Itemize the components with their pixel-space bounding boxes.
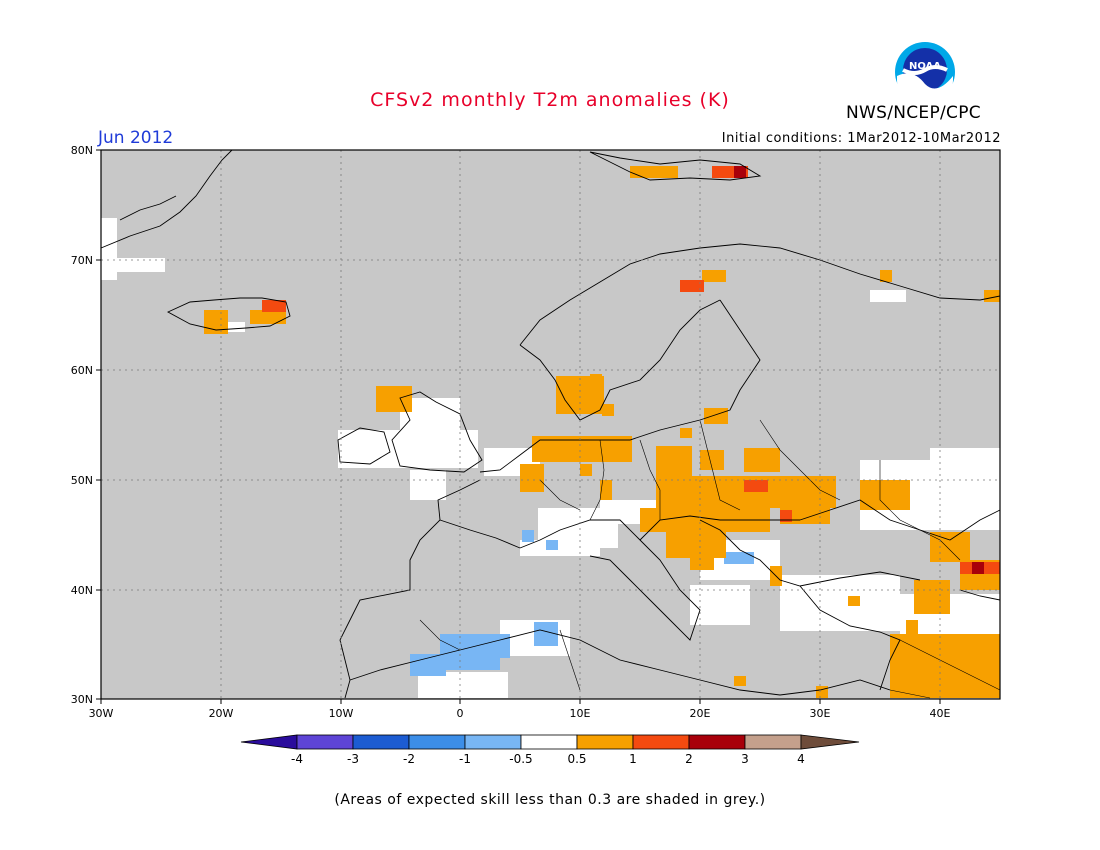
svg-text:NOAA: NOAA — [909, 61, 941, 72]
colorbar-label: -4 — [291, 752, 303, 766]
colorbar-label: 0.5 — [567, 752, 586, 766]
colorbar-segment-9 — [744, 734, 802, 750]
tick-marks — [96, 149, 941, 704]
lon-label-20e: 20E — [690, 707, 711, 720]
skill-footnote: (Areas of expected skill less than 0.3 a… — [334, 792, 766, 808]
colorbar-segment-lt-4 — [240, 734, 298, 750]
agency-label: NWS/NCEP/CPC — [846, 103, 981, 123]
gridlines — [101, 150, 1000, 699]
colorbar-segment-8 — [688, 734, 746, 750]
colorbar-label: -3 — [347, 752, 359, 766]
colorbar-label: -0.5 — [509, 752, 532, 766]
noaa-logo-icon: NOAA — [895, 42, 955, 104]
lat-label-70n: 70N — [71, 254, 93, 267]
lon-label-10w: 10W — [329, 707, 354, 720]
colorbar — [240, 734, 860, 750]
lat-label-50n: 50N — [71, 474, 93, 487]
lon-label-40e: 40E — [930, 707, 951, 720]
extreme-above-normal-areas — [734, 166, 984, 574]
lon-label-30e: 30E — [810, 707, 831, 720]
colorbar-segment-5 — [520, 734, 578, 750]
colorbar-segment-1 — [296, 734, 354, 750]
chart-title: CFSv2 monthly T2m anomalies (K) — [370, 89, 730, 111]
lon-label-20w: 20W — [209, 707, 234, 720]
above-normal-areas — [204, 166, 1000, 698]
map-frame — [100, 149, 1001, 700]
lat-label-60n: 60N — [71, 364, 93, 377]
colorbar-segment-3 — [408, 734, 466, 750]
colorbar-segment-2 — [352, 734, 410, 750]
lat-label-80n: 80N — [71, 144, 93, 157]
lat-label-40n: 40N — [71, 584, 93, 597]
initial-conditions: Initial conditions: 1Mar2012-10Mar2012 — [721, 131, 1001, 146]
forecast-month: Jun 2012 — [98, 128, 174, 148]
lon-label-0: 0 — [457, 707, 464, 720]
colorbar-segment-7 — [632, 734, 690, 750]
lat-label-30n: 30N — [71, 693, 93, 706]
colorbar-segment-4 — [464, 734, 522, 750]
colorbar-label: -1 — [459, 752, 471, 766]
lon-label-30w: 30W — [89, 707, 114, 720]
colorbar-label: 1 — [629, 752, 637, 766]
colorbar-label: 2 — [685, 752, 693, 766]
lon-label-10e: 10E — [570, 707, 591, 720]
coastlines — [100, 149, 1001, 699]
colorbar-segment-6 — [576, 734, 634, 750]
colorbar-label: 4 — [797, 752, 805, 766]
colorbar-label: 3 — [741, 752, 749, 766]
country-borders — [419, 419, 1001, 699]
colorbar-segment-gt-4 — [800, 734, 860, 750]
below-normal-areas — [410, 530, 754, 676]
colorbar-label: -2 — [403, 752, 415, 766]
